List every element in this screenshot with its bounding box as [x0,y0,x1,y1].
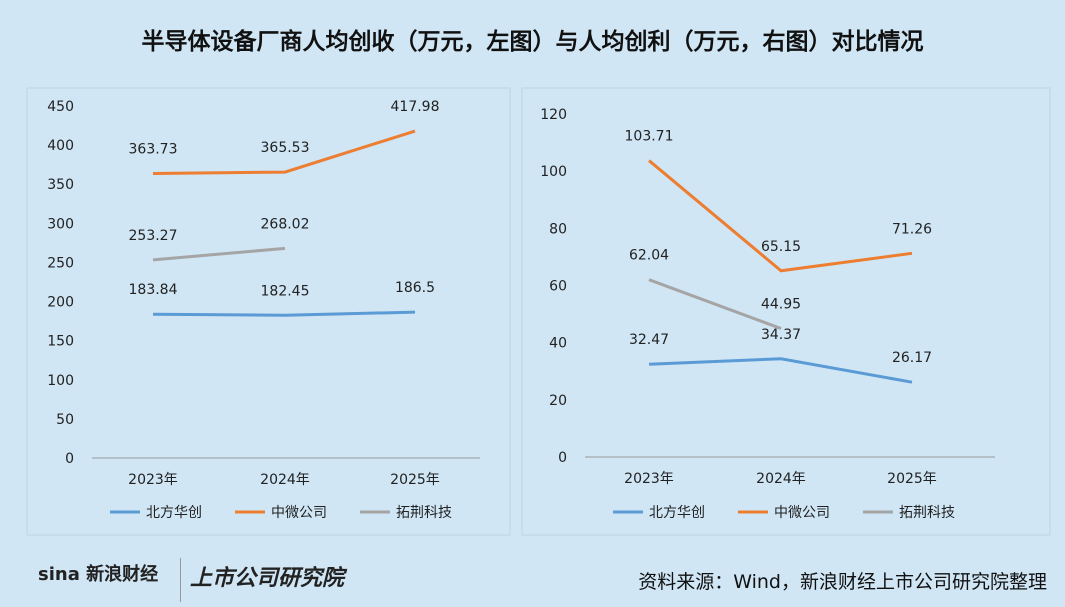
legend-label: 中微公司 [271,505,327,521]
data-label: 417.98 [391,99,440,115]
y-tick-label: 100 [47,373,74,389]
series-line-中微公司 [648,159,913,273]
y-tick-label: 250 [47,255,74,271]
divider [180,558,181,602]
data-label: 363.73 [129,141,178,157]
chart-frame [26,87,511,536]
data-label: 44.95 [761,297,801,313]
y-tick-label: 50 [56,412,74,428]
data-label: 186.5 [395,280,435,296]
y-tick-label: 300 [47,216,74,232]
series-line-拓荆科技 [152,246,286,262]
y-tick-label: 150 [47,334,74,350]
legend-label: 拓荆科技 [396,505,452,521]
data-label: 34.37 [761,327,801,343]
series-line-北方华创 [648,357,913,384]
data-label: 183.84 [129,282,178,298]
y-tick-label: 0 [65,451,74,467]
data-label: 253.27 [129,228,178,244]
data-label: 182.45 [261,283,310,299]
y-tick-label: 60 [549,279,567,295]
y-tick-label: 450 [47,99,74,115]
x-tick-label: 2025年 [887,471,937,487]
source-note: 资料来源：Wind，新浪财经上市公司研究院整理 [638,571,1047,593]
y-tick-label: 400 [47,138,74,154]
y-tick-label: 0 [558,450,567,466]
data-label: 62.04 [629,248,669,264]
institute-logo: 上市公司研究院 [190,566,345,591]
legend-label: 北方华创 [649,505,705,521]
page-title: 半导体设备厂商人均创收（万元，左图）与人均创利（万元，右图）对比情况 [141,29,924,55]
x-tick-label: 2023年 [128,472,178,488]
x-tick-label: 2023年 [624,471,674,487]
y-tick-label: 20 [549,393,567,409]
chart-frame [521,87,1051,536]
y-tick-label: 120 [540,107,567,123]
data-label: 365.53 [261,140,310,156]
sina-logo: sina 新浪财经 [38,564,159,585]
legend-label: 中微公司 [774,505,830,521]
y-tick-label: 100 [540,164,567,180]
data-label: 268.02 [261,216,310,232]
y-tick-label: 350 [47,177,74,193]
legend-label: 拓荆科技 [899,505,955,521]
data-label: 103.71 [625,129,674,145]
y-tick-label: 80 [549,221,567,237]
x-tick-label: 2024年 [756,471,806,487]
series-line-拓荆科技 [648,278,782,330]
series-line-中微公司 [152,129,416,175]
data-label: 71.26 [892,221,932,237]
y-tick-label: 40 [549,336,567,352]
y-tick-label: 200 [47,295,74,311]
data-label: 26.17 [892,350,932,366]
data-label: 32.47 [629,332,669,348]
legend-label: 北方华创 [146,505,202,521]
data-label: 65.15 [761,239,801,255]
series-line-北方华创 [152,310,416,317]
x-tick-label: 2024年 [260,472,310,488]
x-tick-label: 2025年 [390,472,440,488]
